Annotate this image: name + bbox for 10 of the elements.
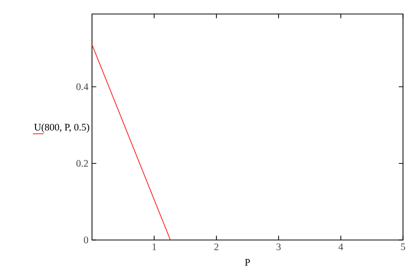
x-tick-label: 4	[338, 244, 344, 250]
x-tick-label: 5	[401, 244, 406, 250]
x-tick-label: 2	[214, 244, 218, 250]
x-tick-label: 1	[152, 244, 156, 250]
y-tick-label: 0	[84, 236, 88, 244]
x-axis-title: P	[245, 259, 250, 266]
y-tick-label: 0.4	[76, 83, 88, 90]
x-tick-label: 3	[276, 244, 281, 250]
text: U(800, P, 0.5)	[34, 124, 90, 133]
y-tick-label: 0.2	[76, 160, 88, 167]
